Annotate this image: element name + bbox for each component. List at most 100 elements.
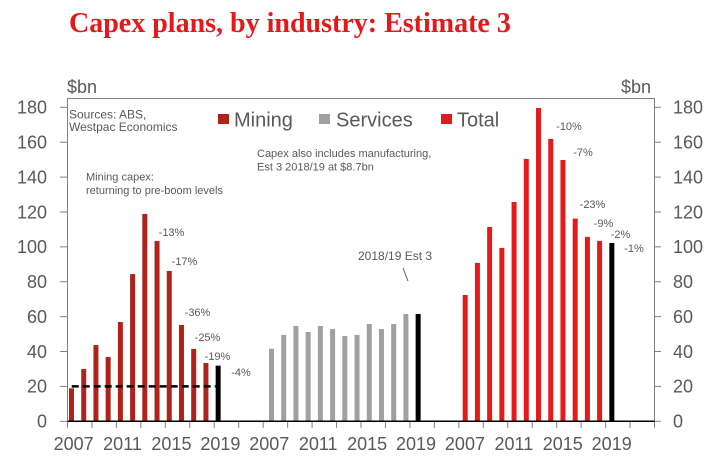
bar-services-2019 (415, 314, 421, 422)
legend-label-mining: Mining (234, 110, 293, 132)
y-tick-label-left: 140 (17, 167, 47, 187)
bar-total-2012 (523, 158, 529, 422)
bar-services-2011 (317, 326, 323, 422)
total-change-label: -2% (611, 229, 631, 241)
bar-services-2010 (305, 331, 311, 422)
bar-mining-2018 (203, 363, 209, 422)
bar-mining-2007 (69, 388, 74, 422)
x-tick-label: 2007 (54, 434, 94, 454)
bar-total-2014 (548, 138, 554, 422)
bar-services-2007 (269, 348, 274, 422)
bar-mining-2012 (130, 274, 136, 422)
legend-swatch-services (319, 114, 330, 124)
x-tick-label: 2015 (347, 434, 387, 454)
bar-services-2017 (391, 323, 397, 422)
y-tick-label-left: 160 (17, 132, 47, 152)
bar-services-2018 (403, 314, 409, 422)
bar-services-2015 (366, 323, 372, 422)
bar-total-2013 (536, 107, 542, 422)
bar-services-2012 (330, 329, 336, 422)
bar-mining-2011 (117, 322, 123, 422)
estimate-pointer-line (402, 267, 409, 282)
bar-total-2018 (597, 240, 603, 422)
y-tick-label-right: 100 (673, 237, 703, 257)
legend-item-total: Total (441, 110, 499, 132)
bar-total-2008 (474, 262, 480, 422)
axis-ticks: 0 0 20 20 40 40 60 60 80 80 100 100 120 120 140 140 160 1… (17, 98, 703, 454)
mining-change-label: -25% (195, 332, 221, 344)
y-tick-label-left: 0 (37, 412, 47, 432)
legend-swatch-total (441, 114, 452, 124)
bar-total-2017 (584, 236, 590, 422)
bar-services-2014 (354, 334, 360, 422)
bar-mining-2017 (191, 348, 197, 422)
y-tick-label-right: 140 (673, 167, 703, 187)
manufacturing-note-line2: Est 3 2018/19 at $8.7bn (257, 162, 374, 174)
y-tick-label-right: 80 (673, 272, 693, 292)
bar-total-2019 (609, 243, 615, 422)
y-tick-label-left: 40 (27, 342, 47, 362)
bar-mining-2008 (81, 368, 87, 422)
legend-swatch-mining (218, 114, 229, 124)
legend: Mining Services Total (218, 110, 499, 132)
bar-total-2010 (499, 247, 505, 422)
total-change-label: -23% (580, 199, 606, 211)
y-axis-unit-left: $bn (67, 77, 97, 97)
bar-services-2008 (281, 334, 287, 422)
mining-change-label: -17% (172, 256, 198, 268)
mining-change-label: -36% (185, 307, 211, 319)
y-axis-unit-right: $bn (621, 77, 651, 97)
sources-note-line1: Sources: ABS, (69, 108, 146, 122)
x-tick-label: 2015 (151, 434, 191, 454)
bar-mining-2019 (215, 365, 221, 422)
mining-note-line1: Mining capex: (86, 172, 154, 184)
y-tick-label-left: 60 (27, 307, 47, 327)
total-change-label: -10% (556, 121, 582, 133)
bar-mining-2016 (178, 325, 184, 422)
mining-note-line2: returning to pre-boom levels (86, 185, 223, 197)
bar-services-2009 (293, 326, 299, 422)
bar-mining-2010 (105, 356, 111, 422)
y-tick-label-left: 180 (17, 98, 47, 118)
y-tick-label-right: 60 (673, 307, 693, 327)
bar-services-2013 (342, 335, 348, 422)
y-tick-label-left: 20 (27, 377, 47, 397)
y-tick-label-right: 20 (673, 377, 693, 397)
x-tick-label: 2015 (543, 434, 583, 454)
bar-total-2015 (560, 159, 566, 422)
bar-total-2009 (487, 226, 493, 422)
x-tick-label: 2019 (592, 434, 632, 454)
bar-services-2016 (378, 329, 384, 422)
y-tick-label-left: 100 (17, 237, 47, 257)
legend-item-mining: Mining (218, 110, 293, 132)
bars (69, 107, 615, 422)
legend-label-total: Total (457, 110, 499, 132)
mining-change-label: -4% (231, 367, 251, 379)
x-tick-label: 2011 (299, 434, 338, 454)
y-tick-label-right: 40 (673, 342, 693, 362)
estimate-label: 2018/19 Est 3 (358, 249, 432, 263)
y-tick-label-right: 180 (673, 98, 703, 118)
bar-mining-2014 (154, 240, 160, 422)
total-change-label: -1% (624, 243, 644, 255)
bar-total-2016 (572, 218, 578, 422)
bar-total-2007 (462, 295, 468, 422)
y-tick-label-right: 0 (673, 412, 683, 432)
y-tick-label-right: 160 (673, 132, 703, 152)
x-tick-label: 2019 (396, 434, 436, 454)
x-tick-label: 2011 (495, 434, 534, 454)
total-change-label: -9% (594, 218, 614, 230)
y-tick-label-left: 120 (17, 202, 47, 222)
legend-item-services: Services (319, 110, 413, 132)
bar-mining-2015 (166, 270, 172, 422)
manufacturing-note-line1: Capex also includes manufacturing, (257, 148, 431, 160)
y-tick-label-left: 80 (27, 272, 47, 292)
mining-change-label: -19% (205, 351, 231, 363)
legend-label-services: Services (336, 110, 413, 132)
y-tick-label-right: 120 (673, 202, 703, 222)
chart-title: Capex plans, by industry: Estimate 3 (69, 8, 511, 39)
x-tick-label: 2019 (200, 434, 240, 454)
bar-total-2011 (511, 202, 517, 422)
x-tick-label: 2007 (445, 434, 485, 454)
